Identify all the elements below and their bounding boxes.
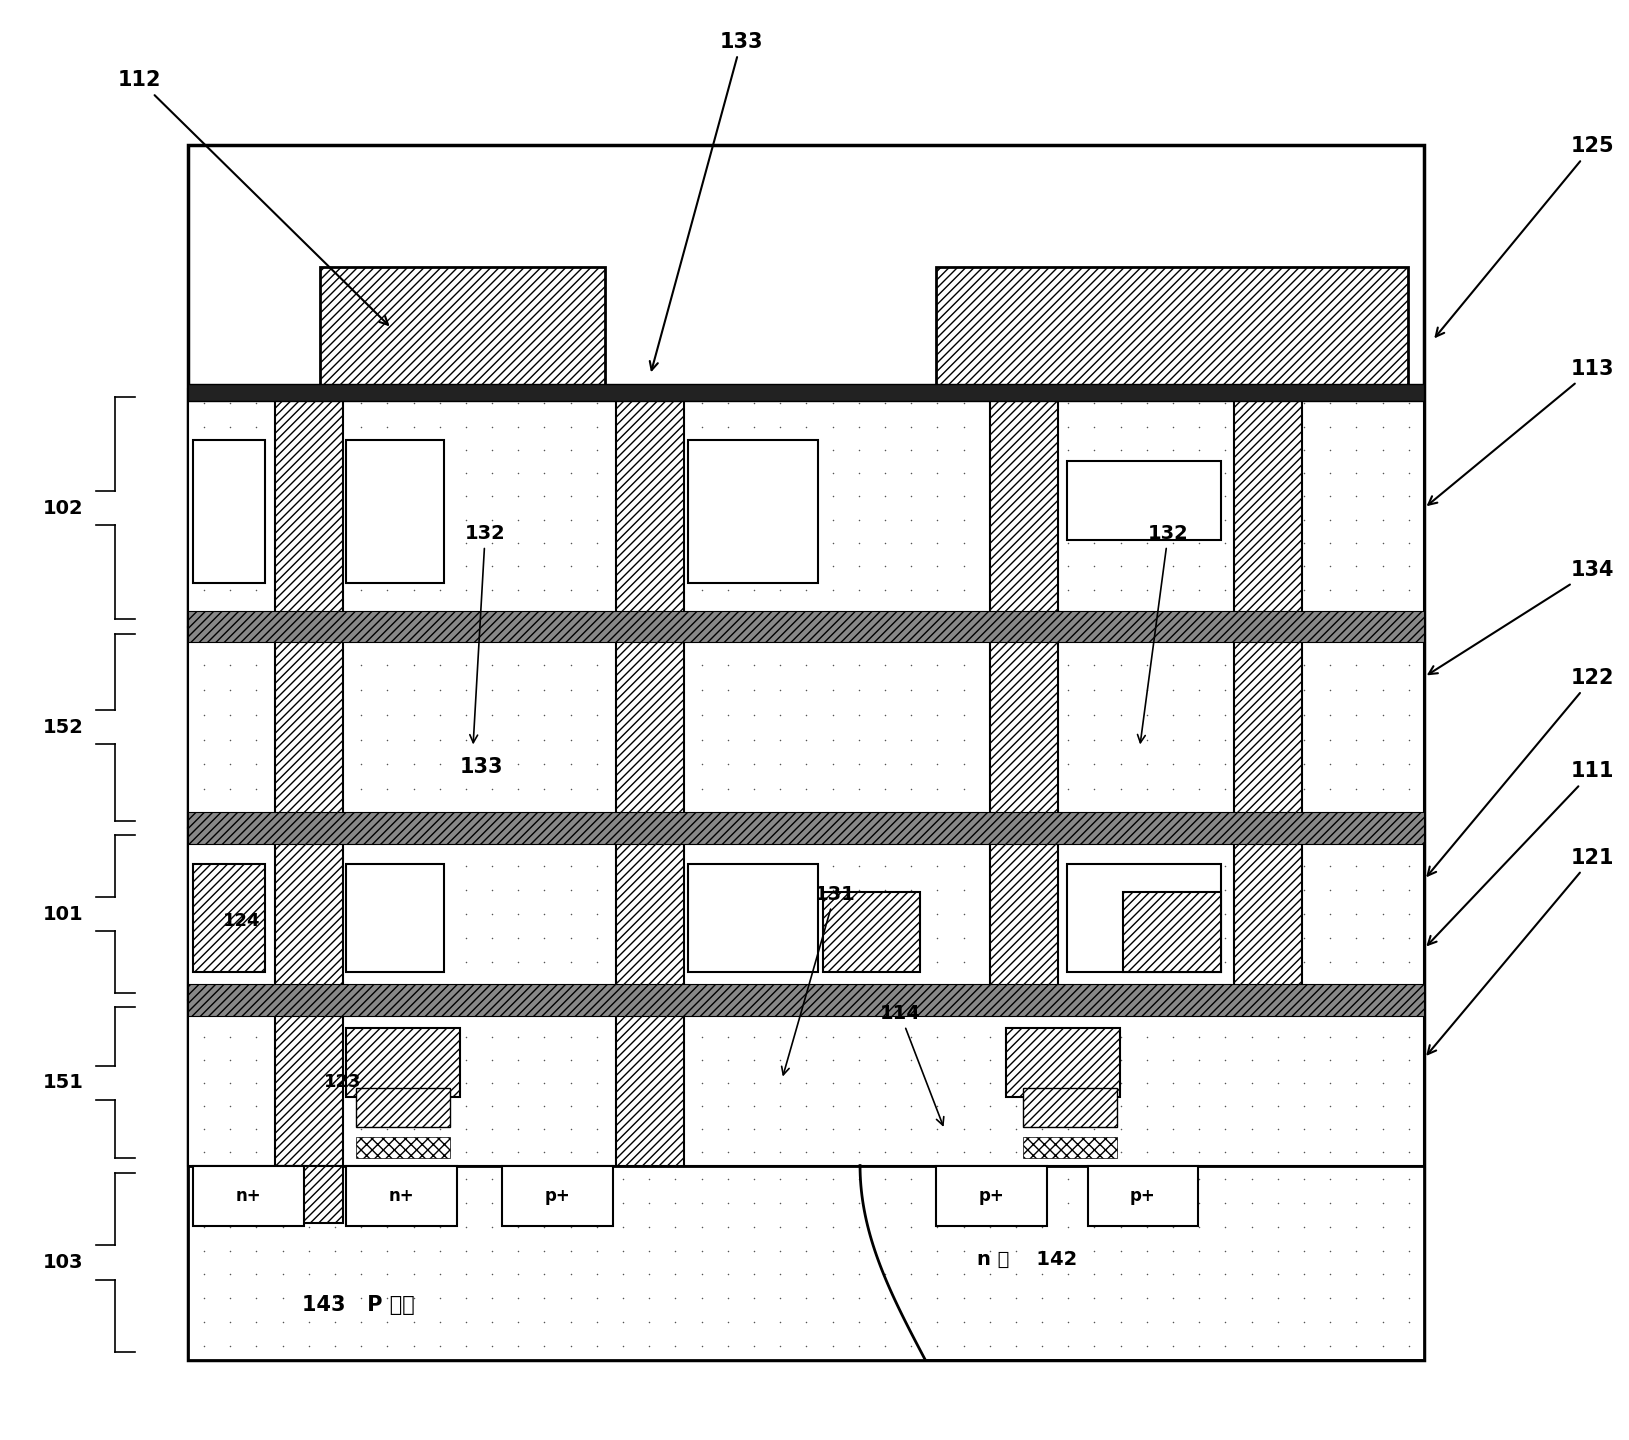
Bar [189, 145, 1424, 1359]
Text: 111: 111 [1429, 762, 1614, 945]
Text: 124: 124 [223, 912, 261, 930]
Text: 123: 123 [324, 1073, 362, 1092]
Text: 102: 102 [42, 498, 83, 517]
Text: 122: 122 [1427, 668, 1614, 876]
Bar [1124, 893, 1222, 972]
Text: 114: 114 [880, 1004, 943, 1125]
Text: n 阱    142: n 阱 142 [977, 1250, 1077, 1269]
Text: 103: 103 [42, 1253, 83, 1272]
Text: 131: 131 [782, 884, 855, 1074]
Bar [823, 893, 920, 972]
Bar [345, 1028, 459, 1096]
Bar [189, 383, 1424, 400]
Bar [321, 268, 604, 389]
Bar [345, 1165, 456, 1225]
Text: p+: p+ [1131, 1187, 1157, 1205]
Bar [937, 1165, 1047, 1225]
Bar [189, 828, 1424, 1001]
Bar [1007, 1028, 1121, 1096]
Text: 151: 151 [42, 1073, 83, 1093]
Text: 134: 134 [1429, 560, 1614, 674]
Text: 112: 112 [117, 71, 388, 325]
Text: 101: 101 [42, 904, 83, 923]
Text: p+: p+ [544, 1187, 570, 1205]
Bar [355, 1136, 450, 1158]
Bar [189, 1165, 1424, 1359]
Text: n+: n+ [389, 1187, 414, 1205]
Text: n+: n+ [236, 1187, 261, 1205]
Text: 121: 121 [1427, 848, 1614, 1054]
Bar [687, 864, 818, 972]
Bar [616, 389, 684, 1165]
Bar [1088, 1165, 1199, 1225]
Text: 113: 113 [1429, 359, 1614, 505]
Text: p+: p+ [979, 1187, 1005, 1205]
Bar [189, 985, 1424, 1017]
Text: 125: 125 [1435, 137, 1614, 337]
Bar [189, 812, 1424, 844]
Bar [194, 439, 266, 583]
Bar [189, 611, 1424, 642]
Bar [937, 268, 1407, 389]
Bar [687, 439, 818, 583]
Text: 132: 132 [464, 524, 505, 743]
Bar [502, 1165, 613, 1225]
Text: 133: 133 [650, 32, 762, 370]
Text: 152: 152 [42, 717, 83, 737]
Bar [275, 389, 342, 1165]
Bar [1023, 1136, 1117, 1158]
Text: 143   P 衬底: 143 P 衬底 [303, 1295, 415, 1315]
Bar [194, 864, 266, 972]
Bar [1067, 864, 1222, 972]
Bar [1067, 461, 1222, 540]
Bar [189, 1001, 1424, 1165]
Text: 132: 132 [1137, 524, 1189, 743]
Text: 133: 133 [459, 757, 503, 778]
Bar [275, 1165, 342, 1223]
Bar [1235, 389, 1302, 1001]
Bar [345, 439, 443, 583]
Bar [355, 1089, 450, 1126]
Bar [194, 1165, 305, 1225]
Bar [189, 626, 1424, 828]
Bar [189, 389, 1424, 626]
Bar [345, 864, 443, 972]
Bar [990, 389, 1059, 1001]
Bar [1023, 1089, 1117, 1126]
